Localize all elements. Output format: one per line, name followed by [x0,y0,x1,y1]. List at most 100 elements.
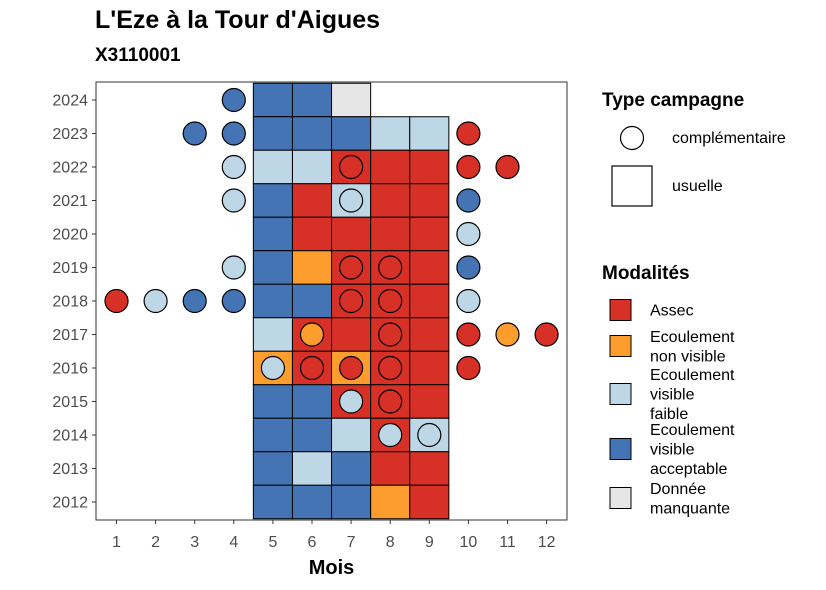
tile-2024-6 [291,82,333,118]
point-2014-9 [417,422,442,448]
tile-2023-9 [409,116,450,151]
legend-fill-label: Ecoulement [650,329,735,346]
point-2015-7 [339,389,364,414]
point-2022-11 [495,154,520,180]
point-2018-7 [339,288,364,314]
y-tick-label: 2012 [52,495,88,512]
legend-square-key [611,165,653,207]
point-2016-7 [339,355,364,381]
tile-2024-5 [252,82,293,118]
y-tick-label: 2022 [52,160,88,177]
legend-swatch-A [609,299,632,321]
legend-swatch-F [609,383,632,405]
y-tick-label: 2016 [52,361,88,378]
point-2023-4 [221,121,246,146]
tile-2017-9 [409,317,450,352]
x-tick-label: 3 [190,534,199,551]
tile-2017-5 [252,317,293,352]
chart-title: L'Eze à la Tour d'Aigues [95,6,381,34]
x-tick-label: 2 [151,534,160,551]
tile-2012-6 [291,484,333,520]
tile-2013-8 [370,451,411,486]
tile-2020-6 [291,216,333,252]
point-2017-8 [378,322,403,347]
point-2015-8 [378,389,403,414]
legend-circle-key [619,125,645,151]
tile-2012-5 [252,484,293,520]
x-tick-label: 8 [386,534,395,551]
point-2016-6 [299,355,325,381]
point-2019-10 [456,255,481,280]
legend-swatch-M [609,487,632,509]
tile-2022-5 [252,149,293,185]
tile-2023-5 [252,116,293,151]
point-2023-10 [456,121,481,146]
point-2017-11 [495,322,520,347]
point-2022-4 [221,154,246,180]
point-2016-10 [456,355,481,381]
point-2018-4 [221,288,246,314]
tile-2021-8 [370,183,411,218]
tile-2020-9 [409,216,450,252]
point-2021-7 [339,188,364,213]
y-tick-label: 2015 [52,394,88,411]
legend-fill-label: manquante [650,500,730,517]
tile-2013-7 [331,451,372,486]
legend-fill-title: Modalités [602,263,690,284]
y-tick-label: 2020 [52,227,88,244]
x-tick-label: 7 [347,534,356,551]
point-2021-10 [456,188,481,213]
tile-2021-6 [291,183,333,218]
tile-2015-9 [409,384,450,419]
point-2018-3 [182,288,207,314]
tile-2019-9 [409,250,450,285]
legend-fill-label: Ecoulement [650,422,735,439]
point-2018-8 [378,288,403,314]
tile-2020-7 [331,216,372,252]
tile-2022-8 [370,149,411,185]
point-2016-8 [378,355,403,381]
legend-shape-label: usuelle [672,178,723,195]
legend-fill-label: faible [650,406,688,423]
tile-2015-6 [291,384,333,419]
legend-fill-label: Assec [650,303,694,320]
point-2020-10 [456,221,481,247]
tile-2022-9 [409,149,450,185]
legend-fill-label: non visible [650,348,726,365]
legend-swatch-V [609,438,632,460]
tile-2023-7 [331,116,372,151]
tile-2014-5 [252,417,293,453]
legend-shape-label: complémentaire [672,130,786,147]
legend-fill-label: visible [650,442,695,459]
point-2017-12 [534,322,559,347]
point-2019-4 [221,255,246,280]
tile-2016-9 [409,350,450,386]
tile-2020-8 [370,216,411,252]
x-tick-label: 10 [460,534,478,551]
y-tick-label: 2023 [52,126,88,143]
tile-2013-6 [291,451,333,486]
x-tick-label: 6 [308,534,317,551]
tile-2023-6 [291,116,333,151]
x-tick-label: 9 [425,534,434,551]
tile-2024-7 [331,82,372,118]
chart-subtitle: X3110001 [95,45,181,66]
x-tick-label: 12 [538,534,556,551]
tile-2018-5 [252,283,293,319]
legend-shape-title: Type campagne [602,90,744,111]
point-2018-2 [143,288,168,314]
y-tick-label: 2018 [52,294,88,311]
point-2018-10 [456,288,481,314]
tile-2014-6 [291,417,333,453]
legend-fill-label: visible [650,387,695,404]
point-2019-8 [378,255,403,280]
y-tick-label: 2024 [52,93,88,110]
legend-fill-label: Donnée [650,481,706,498]
x-axis-title: Mois [309,557,355,579]
tile-2021-9 [409,183,450,218]
tile-2012-7 [331,484,372,520]
point-2024-4 [221,87,246,113]
point-2022-10 [456,154,481,180]
tile-2012-9 [409,484,450,520]
